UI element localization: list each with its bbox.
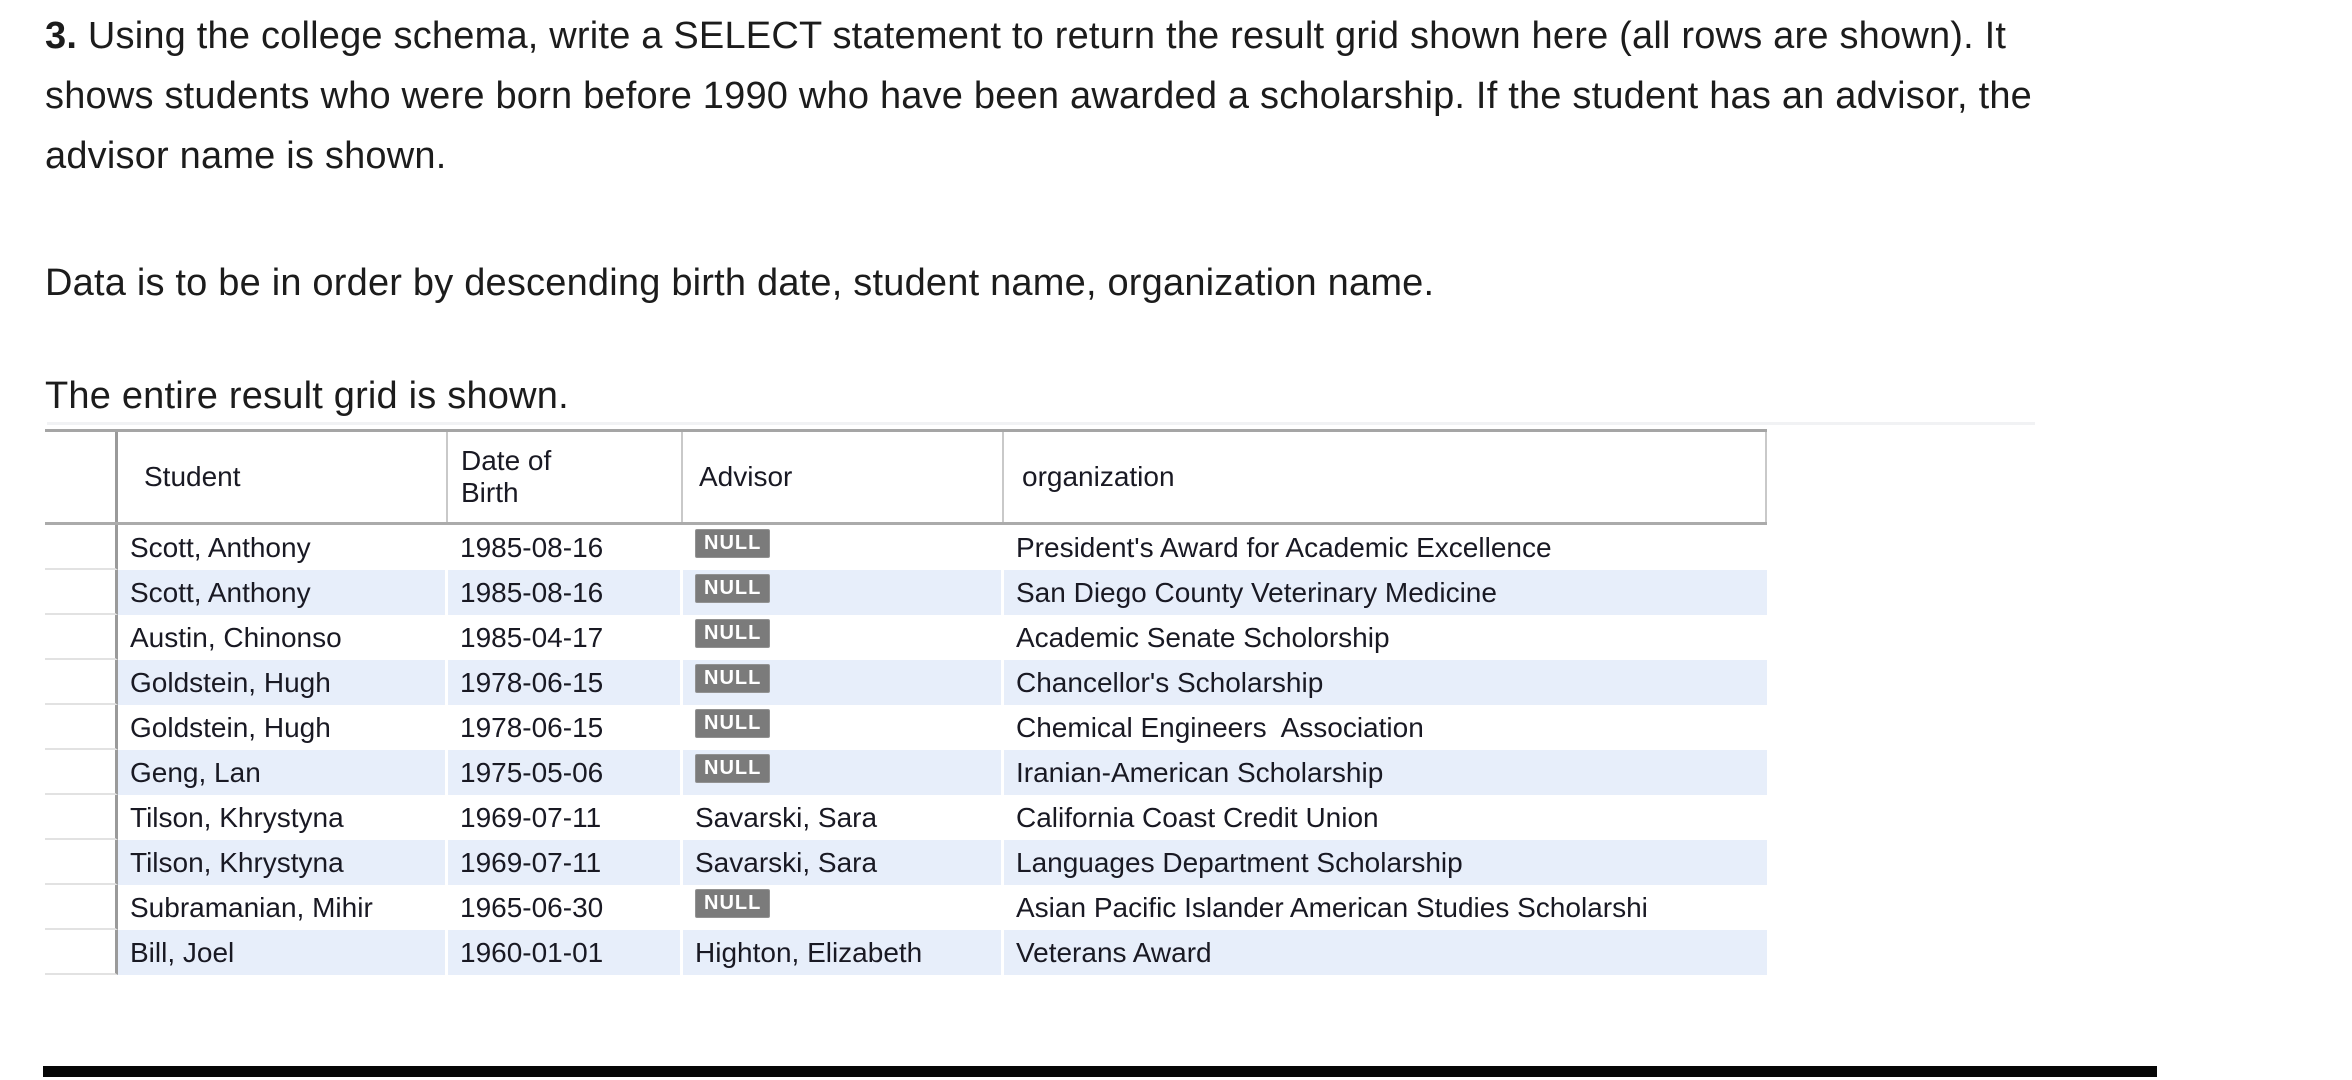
row-selector-cell (45, 930, 118, 975)
null-badge: NULL (695, 889, 771, 918)
organization-cell: President's Award for Academic Excellenc… (1016, 531, 1552, 563)
student-cell: Scott, Anthony (118, 570, 448, 615)
row-selector-header (45, 432, 118, 522)
table-row: Austin, Chinonso 1985-04-17 NULL Academi… (45, 615, 1767, 660)
advisor-cell: NULL (683, 750, 1004, 795)
student-cell: Tilson, Khrystyna (118, 840, 448, 885)
container-top-border (47, 422, 2035, 425)
column-header-organization: organization (1004, 432, 1767, 522)
null-badge: NULL (695, 574, 771, 603)
table-row: Goldstein, Hugh 1978-06-15 NULL Chancell… (45, 660, 1767, 705)
table-row: Bill, Joel 1960-01-01 Highton, Elizabeth… (45, 930, 1767, 975)
result-grid-body: Scott, Anthony 1985-08-16 NULL President… (45, 525, 1767, 975)
null-badge: NULL (695, 664, 771, 693)
date-of-birth-cell: 1985-04-17 (448, 615, 683, 660)
student-cell: Subramanian, Mihir (118, 885, 448, 930)
organization-cell: Veterans Award (1004, 930, 1767, 975)
table-row: Subramanian, Mihir 1965-06-30 NULL Asian… (45, 885, 1767, 930)
row-selector-cell (45, 885, 118, 930)
row-selector-cell (45, 840, 118, 885)
date-of-birth-cell: 1978-06-15 (448, 705, 683, 750)
organization-cell: Asian Pacific Islander American Studies … (1016, 891, 1648, 923)
table-row: Scott, Anthony 1985-08-16 NULL San Diego… (45, 570, 1767, 615)
advisor-cell: NULL (683, 660, 1004, 705)
bottom-rule (43, 1066, 2157, 1077)
date-of-birth-cell: 1975-05-06 (448, 750, 683, 795)
date-of-birth-cell: 1985-08-16 (448, 570, 683, 615)
row-selector-cell (45, 705, 118, 750)
result-grid-header: Student Date of Birth Advisor organizati… (45, 429, 1767, 525)
question-number: 3. (45, 15, 78, 57)
row-selector-cell (45, 795, 118, 840)
question-text: 3. Using the college schema, write a SEL… (45, 6, 2125, 186)
table-row: Geng, Lan 1975-05-06 NULL Iranian-Americ… (45, 750, 1767, 795)
row-selector-cell (45, 660, 118, 705)
student-cell: Goldstein, Hugh (118, 660, 448, 705)
advisor-cell: NULL (683, 570, 1004, 615)
advisor-cell: Savarski, Sara (683, 840, 1004, 885)
order-note: Data is to be in order by descending bir… (45, 262, 1435, 304)
student-cell: Austin, Chinonso (118, 615, 448, 660)
organization-cell: California Coast Credit Union (1016, 801, 1379, 833)
date-of-birth-cell: 1969-07-11 (448, 840, 683, 885)
advisor-cell: NULL (683, 615, 1004, 660)
table-row: Goldstein, Hugh 1978-06-15 NULL Chemical… (45, 705, 1767, 750)
table-row: Tilson, Khrystyna 1969-07-11 Savarski, S… (45, 795, 1767, 840)
column-header-date-of-birth: Date of Birth (448, 432, 683, 522)
grid-note: The entire result grid is shown. (45, 375, 569, 417)
student-cell: Tilson, Khrystyna (118, 795, 448, 840)
null-badge: NULL (695, 529, 771, 558)
table-row: Scott, Anthony 1985-08-16 NULL President… (45, 525, 1767, 570)
advisor-cell: NULL (683, 885, 1004, 930)
row-selector-cell (45, 615, 118, 660)
date-of-birth-cell: 1978-06-15 (448, 660, 683, 705)
student-cell: Goldstein, Hugh (118, 705, 448, 750)
date-of-birth-cell: 1985-08-16 (448, 525, 683, 570)
student-cell: Bill, Joel (118, 930, 448, 975)
result-grid: Student Date of Birth Advisor organizati… (45, 429, 1767, 975)
organization-cell: Languages Department Scholarship (1004, 840, 1767, 885)
column-header-student: Student (118, 432, 448, 522)
question-body: Using the college schema, write a SELECT… (45, 15, 2032, 177)
null-badge: NULL (695, 709, 771, 738)
organization-cell: Iranian-American Scholarship (1004, 750, 1767, 795)
organization-cell: Chancellor's Scholarship (1004, 660, 1767, 705)
organization-cell: Academic Senate Scholorship (1016, 621, 1390, 653)
null-badge: NULL (695, 754, 771, 783)
null-badge: NULL (695, 619, 771, 648)
row-selector-cell (45, 570, 118, 615)
date-of-birth-cell: 1960-01-01 (448, 930, 683, 975)
date-of-birth-cell: 1969-07-11 (448, 795, 683, 840)
advisor-cell: NULL (683, 705, 1004, 750)
table-row: Tilson, Khrystyna 1969-07-11 Savarski, S… (45, 840, 1767, 885)
column-header-advisor: Advisor (683, 432, 1004, 522)
date-of-birth-cell: 1965-06-30 (448, 885, 683, 930)
row-selector-cell (45, 750, 118, 795)
student-cell: Geng, Lan (118, 750, 448, 795)
advisor-cell: Highton, Elizabeth (683, 930, 1004, 975)
organization-cell: San Diego County Veterinary Medicine (1004, 570, 1767, 615)
advisor-cell: NULL (683, 525, 1004, 570)
advisor-cell: Savarski, Sara (683, 795, 1004, 840)
student-cell: Scott, Anthony (118, 525, 448, 570)
row-selector-cell (45, 525, 118, 570)
organization-cell: Chemical Engineers Association (1016, 711, 1424, 743)
